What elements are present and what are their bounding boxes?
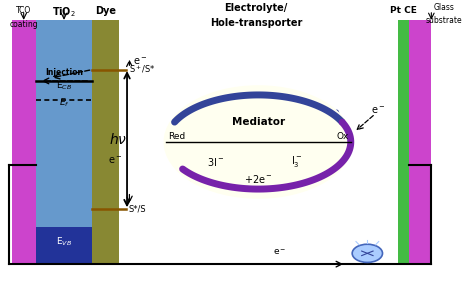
Bar [36,20,92,264]
Bar [92,20,118,264]
Text: $h\nu$: $h\nu$ [109,132,128,147]
Circle shape [352,244,383,262]
Text: Mediator: Mediator [232,117,285,127]
Text: I$^-_3$: I$^-_3$ [291,154,302,169]
Text: e$^-$: e$^-$ [108,155,122,166]
Text: e$^-$: e$^-$ [371,105,385,116]
Text: coating: coating [9,20,38,29]
Text: Red: Red [168,132,185,141]
Text: e$^-$: e$^-$ [273,247,286,257]
Circle shape [164,85,353,199]
Text: E$_f$: E$_f$ [59,97,69,109]
Text: TiO$_2$: TiO$_2$ [52,6,76,20]
Text: E$_{VB}$: E$_{VB}$ [56,236,72,248]
Text: Electrolyte/: Electrolyte/ [224,3,288,13]
Text: Hole-transporter: Hole-transporter [210,18,302,28]
Text: e$^-$: e$^-$ [133,56,147,66]
Bar [36,227,92,264]
Text: TCO: TCO [16,6,31,15]
Text: 3I$^-$: 3I$^-$ [207,156,224,168]
Text: Glass: Glass [434,3,455,12]
Text: S$^+$/S*: S$^+$/S* [129,64,156,76]
Bar [12,20,36,264]
Text: +2e$^-$: +2e$^-$ [244,173,273,185]
Text: Ox: Ox [336,132,348,141]
Text: substrate: substrate [426,16,463,25]
Bar [398,20,409,264]
Text: E$_{CB}$: E$_{CB}$ [56,80,72,92]
Bar [409,20,431,264]
Text: Dye: Dye [95,6,116,16]
Text: S*/S: S*/S [129,204,146,213]
Text: Injection: Injection [45,68,83,77]
Text: Pt CE: Pt CE [390,6,417,15]
